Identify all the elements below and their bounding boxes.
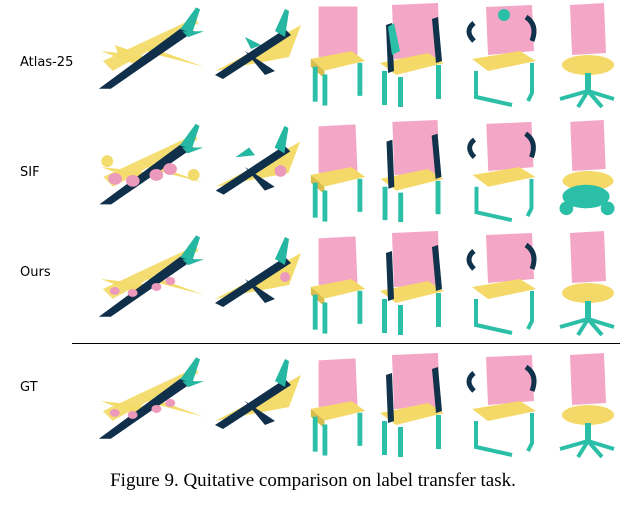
thumbnail-gt-armchair xyxy=(372,350,454,462)
thumbnail-sif-cantilever-chair xyxy=(462,118,544,226)
section-divider xyxy=(72,343,620,344)
thumbnail-sif-airliner xyxy=(85,118,210,226)
thumbnail-atlas-chair xyxy=(305,0,373,112)
row-label-ours: Ours xyxy=(20,265,51,280)
thumbnail-gt-fighter-jet xyxy=(205,350,305,462)
figure-caption: Figure 9. Quitative comparison on label … xyxy=(110,470,516,491)
thumbnail-sif-office-chair xyxy=(552,118,622,226)
row-label-sif: SIF xyxy=(20,165,40,180)
thumbnail-gt-cantilever-chair xyxy=(462,350,544,462)
thumbnail-ours-armchair xyxy=(372,228,454,340)
thumbnail-ours-office-chair xyxy=(552,228,622,340)
row-label-gt: GT xyxy=(20,380,38,395)
thumbnail-atlas-armchair xyxy=(372,0,454,112)
thumbnail-sif-chair xyxy=(305,118,373,226)
thumbnail-atlas-office-chair xyxy=(552,0,622,112)
thumbnail-ours-fighter-jet xyxy=(205,228,305,340)
thumbnail-gt-office-chair xyxy=(552,350,622,462)
thumbnail-gt-chair xyxy=(305,350,373,462)
thumbnail-sif-armchair xyxy=(372,118,454,226)
thumbnail-ours-cantilever-chair xyxy=(462,228,544,340)
thumbnail-gt-airliner xyxy=(85,350,210,462)
thumbnail-sif-fighter-jet xyxy=(205,118,305,226)
thumbnail-atlas-cantilever-chair xyxy=(462,0,544,112)
thumbnail-atlas-airliner xyxy=(85,0,210,112)
row-label-atlas: Atlas-25 xyxy=(20,55,74,70)
thumbnail-atlas-fighter-jet xyxy=(205,0,305,112)
thumbnail-ours-airliner xyxy=(85,228,210,340)
thumbnail-ours-chair xyxy=(305,228,373,340)
